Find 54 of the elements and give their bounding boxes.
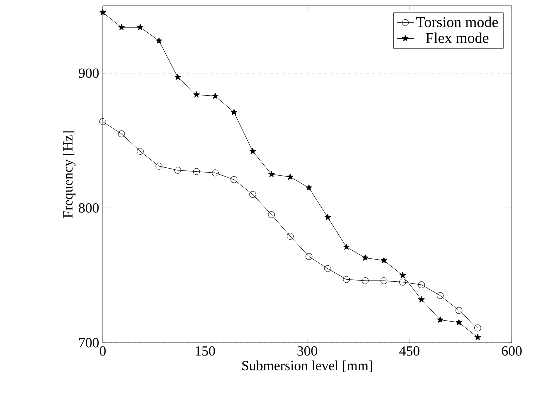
- point: [174, 74, 182, 80]
- y-tick-label: 800: [79, 203, 99, 213]
- point: [456, 307, 463, 314]
- point: [137, 148, 144, 156]
- point: [174, 167, 182, 174]
- point: [437, 316, 444, 323]
- point: [306, 184, 312, 191]
- point: [193, 92, 200, 98]
- x-tick-label: 150: [196, 346, 216, 356]
- point: [193, 168, 200, 176]
- point: [306, 253, 313, 260]
- y-tick-label: 700: [79, 338, 99, 348]
- point: [362, 254, 369, 261]
- x-tick-label: 600: [502, 346, 522, 356]
- point: [400, 272, 406, 278]
- point: [343, 244, 350, 250]
- point: [362, 278, 369, 284]
- point: [118, 24, 126, 30]
- point: [230, 176, 238, 184]
- point: [418, 296, 425, 303]
- point: [212, 92, 219, 100]
- point: [156, 38, 163, 44]
- point: [268, 171, 276, 178]
- x-axis-title: Submersion level [mm]: [242, 360, 372, 372]
- point: [324, 214, 332, 220]
- point: [474, 324, 482, 332]
- x-tick-label: 300: [298, 346, 318, 356]
- point: [118, 130, 126, 138]
- point: [380, 257, 388, 264]
- point: [399, 278, 406, 286]
- legend-label: Torsion mode: [416, 16, 498, 28]
- point: [474, 334, 482, 340]
- point: [100, 118, 106, 126]
- point: [250, 148, 256, 154]
- point: [456, 319, 462, 326]
- point: [418, 282, 426, 288]
- point: [287, 174, 294, 180]
- point: [324, 265, 332, 272]
- point: [268, 211, 276, 218]
- y-axis-title: Frequency [Hz]: [63, 132, 76, 218]
- point: [380, 278, 388, 284]
- point: [250, 191, 256, 198]
- point: [137, 24, 144, 30]
- x-tick-label: 0: [100, 346, 106, 356]
- point: [212, 170, 219, 177]
- point: [230, 109, 238, 116]
- point: [156, 162, 163, 170]
- legend-label: Flex mode: [426, 32, 489, 44]
- x-tick-label: 450: [400, 346, 420, 356]
- point: [100, 9, 106, 16]
- y-tick-label: 900: [79, 68, 99, 78]
- point: [343, 276, 350, 284]
- point: [287, 233, 294, 240]
- point: [436, 292, 444, 300]
